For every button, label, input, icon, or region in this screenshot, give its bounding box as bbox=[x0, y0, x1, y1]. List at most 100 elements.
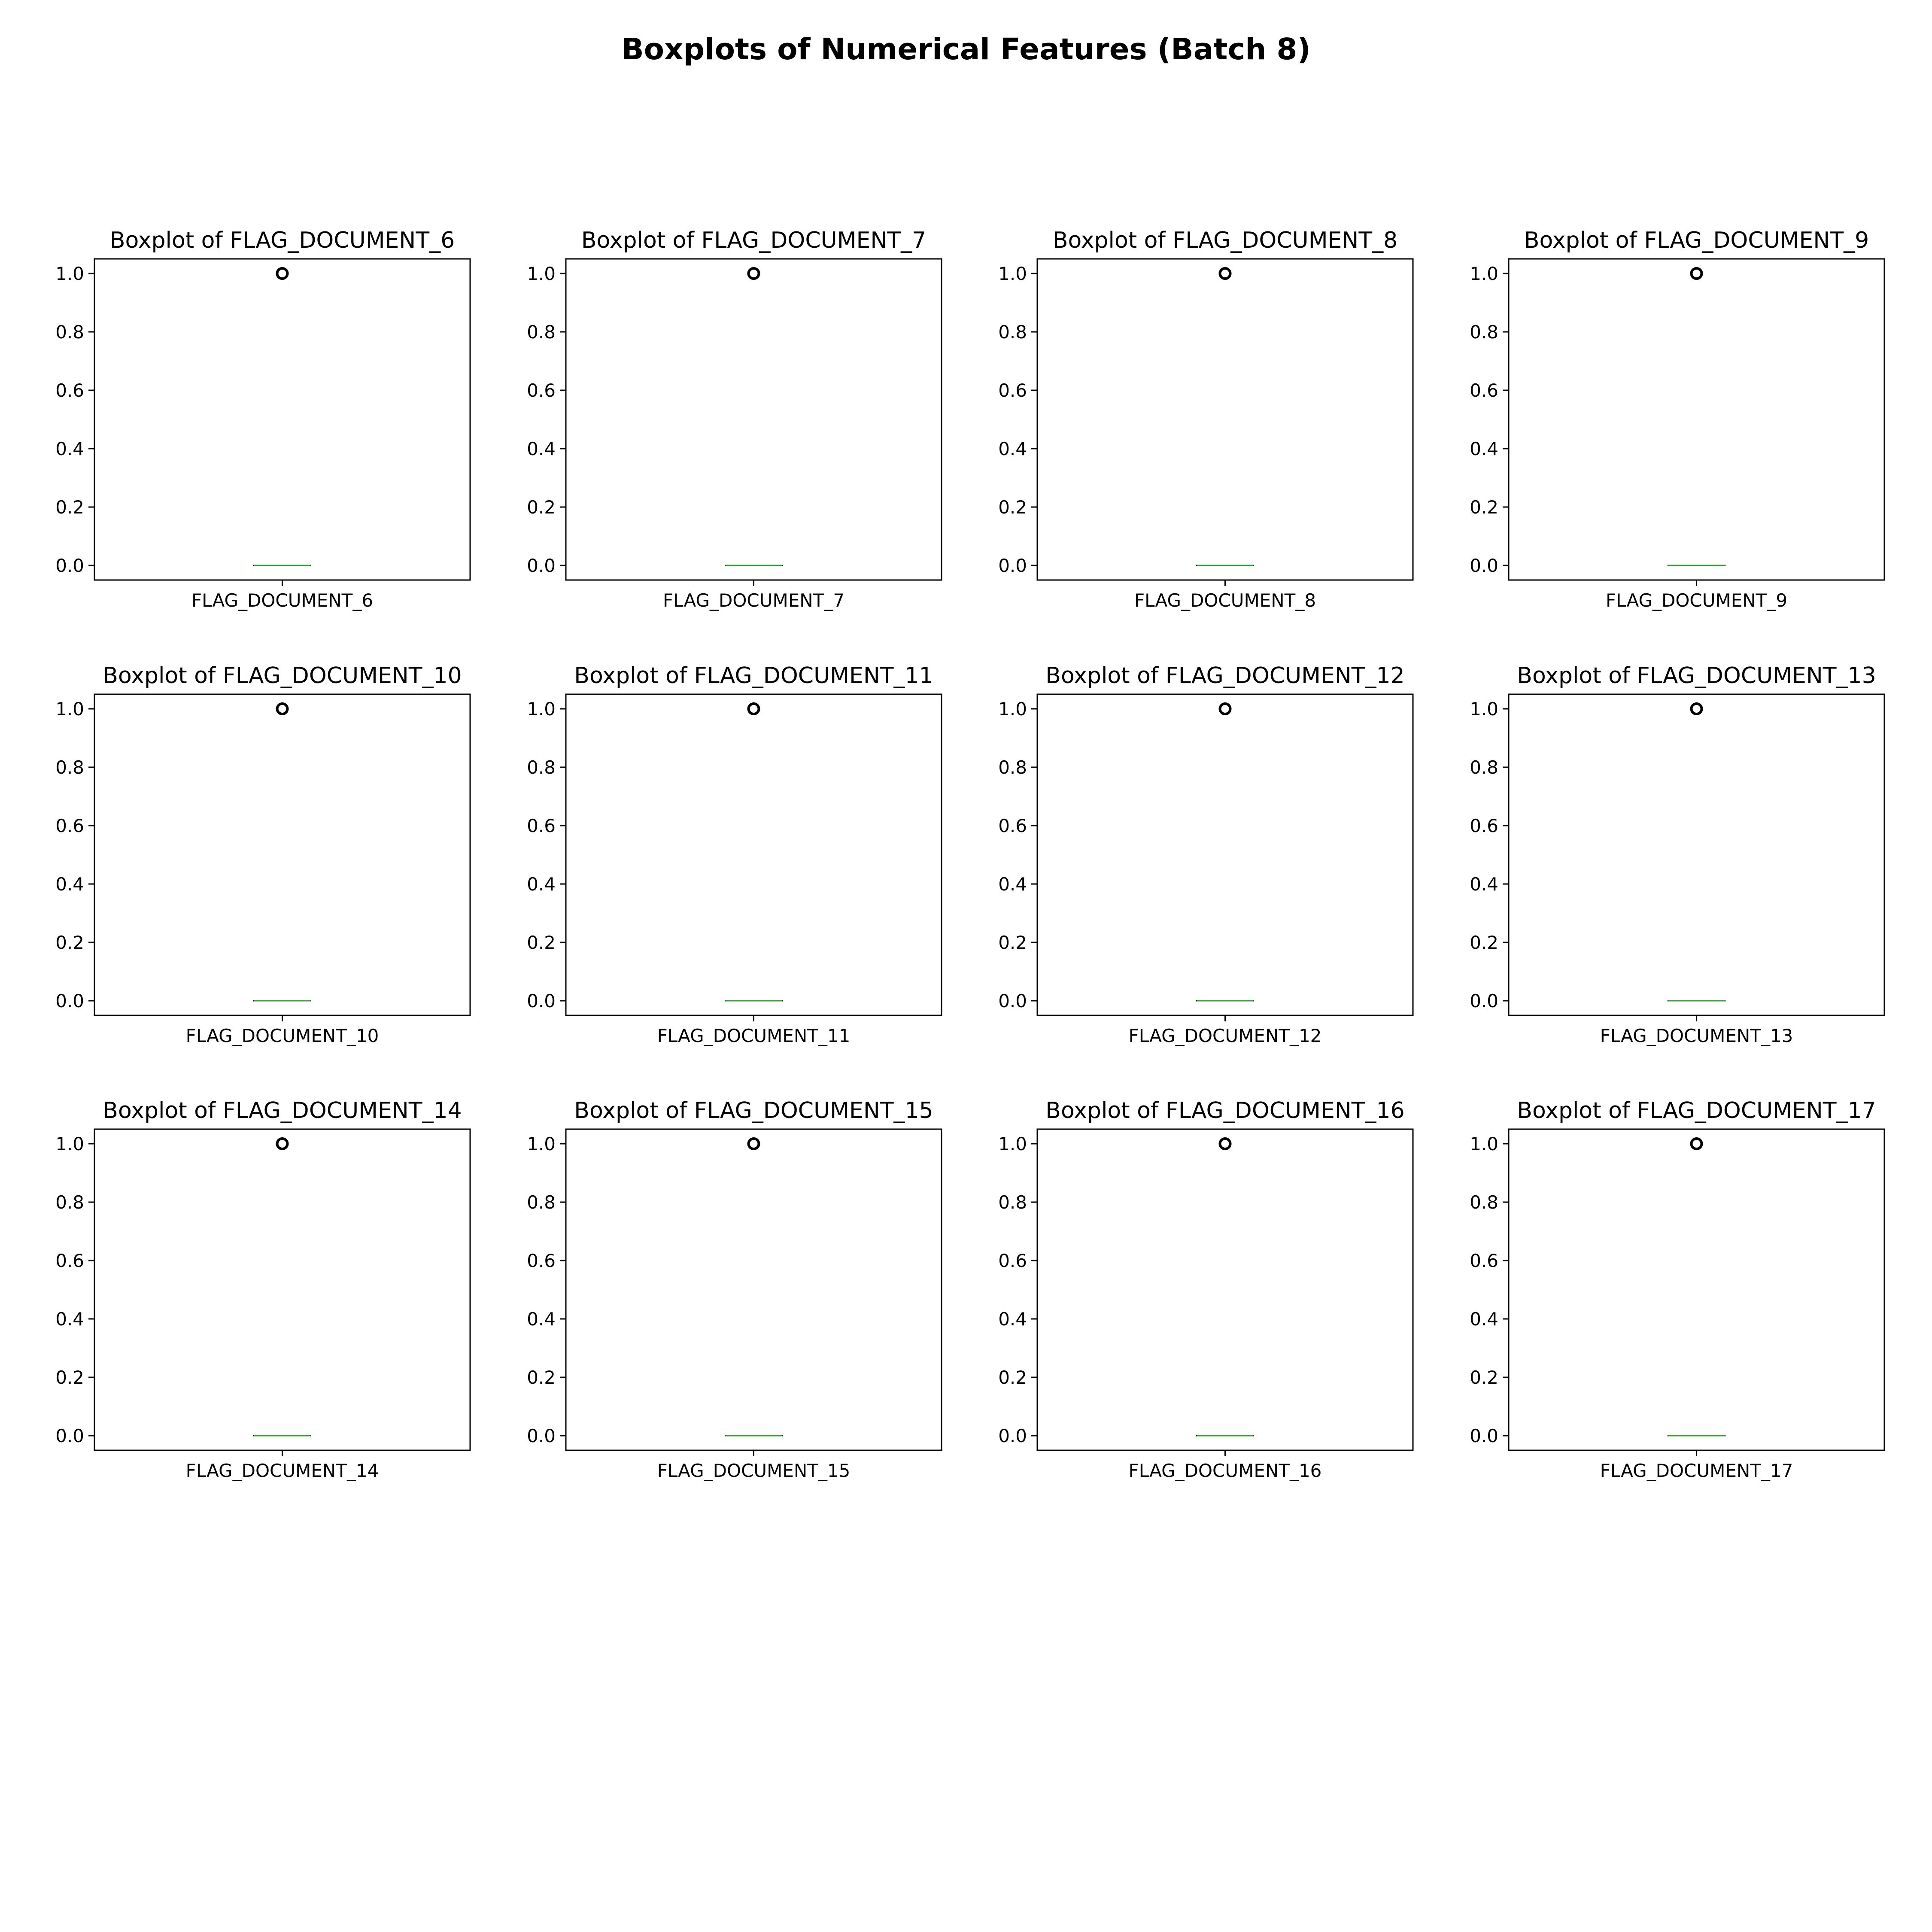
x-tick-label: FLAG_DOCUMENT_6 bbox=[191, 590, 373, 611]
y-tick-label: 0.6 bbox=[527, 1250, 556, 1271]
y-tick-label: 0.8 bbox=[1470, 1192, 1498, 1213]
y-tick-label: 1.0 bbox=[55, 263, 84, 284]
x-tick-label: FLAG_DOCUMENT_17 bbox=[1600, 1460, 1793, 1481]
y-tick-label: 0.8 bbox=[527, 1192, 556, 1213]
y-tick-label: 1.0 bbox=[527, 699, 556, 720]
y-tick-label: 1.0 bbox=[998, 263, 1027, 284]
subplot-panel: Boxplot of FLAG_DOCUMENT_6 0.0 0.2 0.4 0.6 0.… bbox=[55, 228, 471, 611]
y-tick-label: 0.6 bbox=[998, 815, 1027, 836]
y-tick-label: 0.8 bbox=[998, 322, 1027, 343]
outlier-point bbox=[1218, 702, 1232, 715]
panel-title: Boxplot of FLAG_DOCUMENT_13 bbox=[1517, 663, 1876, 689]
y-tick-label: 0.2 bbox=[527, 932, 556, 953]
y-tick-label: 1.0 bbox=[527, 1133, 556, 1154]
outlier-point bbox=[276, 702, 289, 715]
panel-title: Boxplot of FLAG_DOCUMENT_16 bbox=[1045, 1098, 1404, 1124]
outlier-point bbox=[747, 1137, 760, 1150]
y-tick-label: 0.4 bbox=[998, 1309, 1027, 1330]
x-tick-label: FLAG_DOCUMENT_9 bbox=[1606, 590, 1787, 611]
x-tick-label: FLAG_DOCUMENT_15 bbox=[657, 1460, 851, 1481]
panel-title: Boxplot of FLAG_DOCUMENT_8 bbox=[1053, 228, 1397, 253]
y-tick-label: 1.0 bbox=[1470, 263, 1498, 284]
y-tick-label: 0.4 bbox=[1470, 874, 1498, 895]
y-tick-label: 0.4 bbox=[998, 438, 1027, 459]
y-tick-label: 0.0 bbox=[998, 990, 1027, 1012]
y-tick-label: 0.8 bbox=[998, 757, 1027, 778]
figure-title: Boxplots of Numerical Features (Batch 8) bbox=[621, 32, 1311, 67]
panel-title: Boxplot of FLAG_DOCUMENT_12 bbox=[1045, 663, 1404, 689]
x-tick-label: FLAG_DOCUMENT_13 bbox=[1600, 1025, 1793, 1046]
panel-title: Boxplot of FLAG_DOCUMENT_15 bbox=[574, 1098, 933, 1124]
y-tick-label: 0.8 bbox=[527, 757, 556, 778]
outlier-point bbox=[276, 1137, 289, 1150]
x-tick-label: FLAG_DOCUMENT_11 bbox=[657, 1025, 851, 1046]
y-tick-label: 0.0 bbox=[1470, 990, 1498, 1012]
y-tick-label: 0.2 bbox=[998, 497, 1027, 518]
subplot-panel: Boxplot of FLAG_DOCUMENT_9 0.0 0.2 0.4 0.6 0.… bbox=[1470, 228, 1885, 611]
y-tick-label: 0.0 bbox=[55, 990, 84, 1012]
panel-title: Boxplot of FLAG_DOCUMENT_6 bbox=[110, 228, 455, 253]
y-tick-label: 0.6 bbox=[55, 815, 84, 836]
x-tick-label: FLAG_DOCUMENT_8 bbox=[1134, 590, 1316, 611]
x-tick-label: FLAG_DOCUMENT_7 bbox=[663, 590, 844, 611]
y-tick-label: 0.4 bbox=[1470, 438, 1498, 459]
y-tick-label: 0.6 bbox=[55, 380, 84, 401]
y-tick-label: 0.6 bbox=[527, 380, 556, 401]
y-tick-label: 1.0 bbox=[998, 699, 1027, 720]
y-tick-label: 1.0 bbox=[998, 1133, 1027, 1154]
y-tick-label: 0.8 bbox=[527, 322, 556, 343]
y-tick-label: 0.0 bbox=[527, 555, 556, 576]
subplot-panel: Boxplot of FLAG_DOCUMENT_10 0.0 0.2 0.4 0.6 0… bbox=[55, 663, 471, 1046]
subplot-panel: Boxplot of FLAG_DOCUMENT_15 0.0 0.2 0.4 0.6 0… bbox=[527, 1098, 942, 1481]
x-tick-label: FLAG_DOCUMENT_14 bbox=[186, 1460, 379, 1481]
y-tick-label: 0.4 bbox=[55, 438, 84, 459]
y-tick-label: 0.8 bbox=[1470, 322, 1498, 343]
y-tick-label: 1.0 bbox=[1470, 1133, 1498, 1154]
outlier-point bbox=[1218, 267, 1232, 280]
outlier-point bbox=[747, 267, 760, 280]
panel-title: Boxplot of FLAG_DOCUMENT_11 bbox=[574, 663, 933, 689]
subplot-panel: Boxplot of FLAG_DOCUMENT_16 0.0 0.2 0.4 0.6 0… bbox=[998, 1098, 1414, 1481]
y-tick-label: 0.0 bbox=[1470, 555, 1498, 576]
y-tick-label: 0.4 bbox=[55, 1309, 84, 1330]
subplot-panel: Boxplot of FLAG_DOCUMENT_17 0.0 0.2 0.4 0.6 0… bbox=[1470, 1098, 1885, 1481]
y-tick-label: 0.0 bbox=[998, 1425, 1027, 1446]
y-tick-label: 0.2 bbox=[1470, 932, 1498, 953]
y-tick-label: 0.6 bbox=[1470, 1250, 1498, 1271]
outlier-point bbox=[1690, 1137, 1703, 1150]
outlier-point bbox=[747, 702, 760, 715]
subplot-panel: Boxplot of FLAG_DOCUMENT_7 0.0 0.2 0.4 0.6 0.… bbox=[527, 228, 942, 611]
y-tick-label: 0.2 bbox=[55, 1367, 84, 1388]
y-tick-label: 1.0 bbox=[55, 699, 84, 720]
outlier-point bbox=[1690, 702, 1703, 715]
outlier-point bbox=[1218, 1137, 1232, 1150]
outlier-point bbox=[276, 267, 289, 280]
y-tick-label: 0.0 bbox=[527, 990, 556, 1012]
y-tick-label: 0.8 bbox=[1470, 757, 1498, 778]
y-tick-label: 0.2 bbox=[55, 932, 84, 953]
panel-title: Boxplot of FLAG_DOCUMENT_7 bbox=[581, 228, 926, 253]
y-tick-label: 0.2 bbox=[1470, 497, 1498, 518]
y-tick-label: 0.4 bbox=[527, 874, 556, 895]
y-tick-label: 0.0 bbox=[998, 555, 1027, 576]
subplot-panel: Boxplot of FLAG_DOCUMENT_11 0.0 0.2 0.4 0.6 0… bbox=[527, 663, 942, 1046]
y-tick-label: 0.4 bbox=[527, 438, 556, 459]
panel-title: Boxplot of FLAG_DOCUMENT_10 bbox=[103, 663, 462, 689]
subplot-grid: Boxplot of FLAG_DOCUMENT_6 0.0 0.2 0.4 0.6 0.… bbox=[55, 228, 1885, 1481]
y-tick-label: 0.6 bbox=[1470, 815, 1498, 836]
y-tick-label: 0.6 bbox=[998, 380, 1027, 401]
y-tick-label: 0.0 bbox=[1470, 1425, 1498, 1446]
y-tick-label: 1.0 bbox=[55, 1133, 84, 1154]
y-tick-label: 0.0 bbox=[55, 555, 84, 576]
y-tick-label: 0.8 bbox=[55, 1192, 84, 1213]
y-tick-label: 0.4 bbox=[527, 1309, 556, 1330]
y-tick-label: 1.0 bbox=[1470, 699, 1498, 720]
y-tick-label: 0.2 bbox=[527, 1367, 556, 1388]
y-tick-label: 0.8 bbox=[55, 757, 84, 778]
y-tick-label: 0.0 bbox=[55, 1425, 84, 1446]
y-tick-label: 0.2 bbox=[1470, 1367, 1498, 1388]
y-tick-label: 0.8 bbox=[998, 1192, 1027, 1213]
y-tick-label: 0.2 bbox=[998, 1367, 1027, 1388]
y-tick-label: 0.2 bbox=[55, 497, 84, 518]
panel-title: Boxplot of FLAG_DOCUMENT_9 bbox=[1524, 228, 1869, 253]
